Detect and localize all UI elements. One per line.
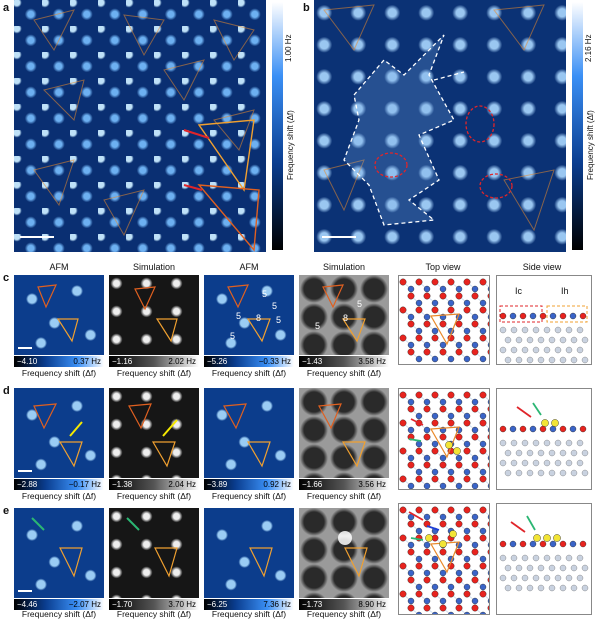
row-c-side-view-atoms xyxy=(499,305,589,364)
red-ellipse-2 xyxy=(465,105,495,143)
red-arrow-2 xyxy=(183,184,203,191)
row-d-afm-2 xyxy=(204,388,294,478)
panel-b-scalebar xyxy=(322,236,356,238)
row-d-side-view xyxy=(496,388,592,490)
row-e-side-view-atoms xyxy=(499,515,589,592)
row-d-sim-2 xyxy=(299,388,389,478)
row-d-top-view-atoms xyxy=(399,391,489,489)
red-ellipse-3 xyxy=(479,173,513,199)
row-e-top-view xyxy=(398,503,490,615)
row-c-top-view xyxy=(398,275,490,365)
panel-a-cbar-bottom: −2.98 Hz xyxy=(284,217,293,250)
panel-a-cbar-label: Frequency shift (Δf) xyxy=(286,110,295,180)
panel-b-cbar-bottom: −7.32 Hz xyxy=(584,217,593,250)
row-d-letter: d xyxy=(3,385,10,397)
panel-a-afm-image xyxy=(14,0,266,252)
panel-b-overlay xyxy=(323,4,555,232)
col-title-simulation-1: Simulation xyxy=(132,262,176,272)
panel-a-colorbar xyxy=(272,2,283,250)
panel-b-afm-image xyxy=(314,0,566,252)
col-title-side-view: Side view xyxy=(522,262,562,272)
row-d-side-view-atoms xyxy=(499,402,589,477)
panel-b-cbar-label: Frequency shift (Δf) xyxy=(586,110,595,180)
row-c-letter: c xyxy=(3,272,10,284)
panel-b-colorbar xyxy=(572,2,583,250)
col-title-afm-1: AFM xyxy=(49,262,69,272)
row-c-afm-2: 5 5 5 8 5 5 xyxy=(204,275,294,355)
col-title-top-view: Top view xyxy=(425,262,461,272)
red-arrow-1 xyxy=(183,129,210,139)
row-e-afm-1 xyxy=(14,508,104,598)
row-c-sim-1 xyxy=(109,275,199,355)
row-d-sim-1 xyxy=(109,388,199,478)
row-d-afm-1 xyxy=(14,388,104,478)
row-e-top-view-atoms xyxy=(399,506,489,614)
row-e-side-view xyxy=(496,503,592,615)
col-title-simulation-2: Simulation xyxy=(322,262,366,272)
row-c-afm-1 xyxy=(14,275,104,355)
row-c-side-view: Ic Ih xyxy=(496,275,592,365)
red-ellipse-1 xyxy=(374,152,408,178)
panel-a-scalebar xyxy=(20,236,54,238)
panel-a-letter: a xyxy=(3,2,10,14)
row-c-top-view-atoms xyxy=(399,278,489,363)
row-e-afm-2 xyxy=(204,508,294,598)
row-e-sim-1 xyxy=(109,508,199,598)
col-title-afm-2: AFM xyxy=(239,262,259,272)
row-e-sim-2 xyxy=(299,508,389,598)
row-e-letter: e xyxy=(3,505,10,517)
row-c-sim-2: 5 8 5 xyxy=(299,275,389,355)
panel-b-letter: b xyxy=(303,2,310,14)
panel-b-cbar-top: 2.16 Hz xyxy=(584,34,593,62)
panel-a-overlay xyxy=(33,9,260,252)
panel-a-cbar-top: 1.00 Hz xyxy=(284,34,293,62)
row-d-top-view xyxy=(398,388,490,490)
